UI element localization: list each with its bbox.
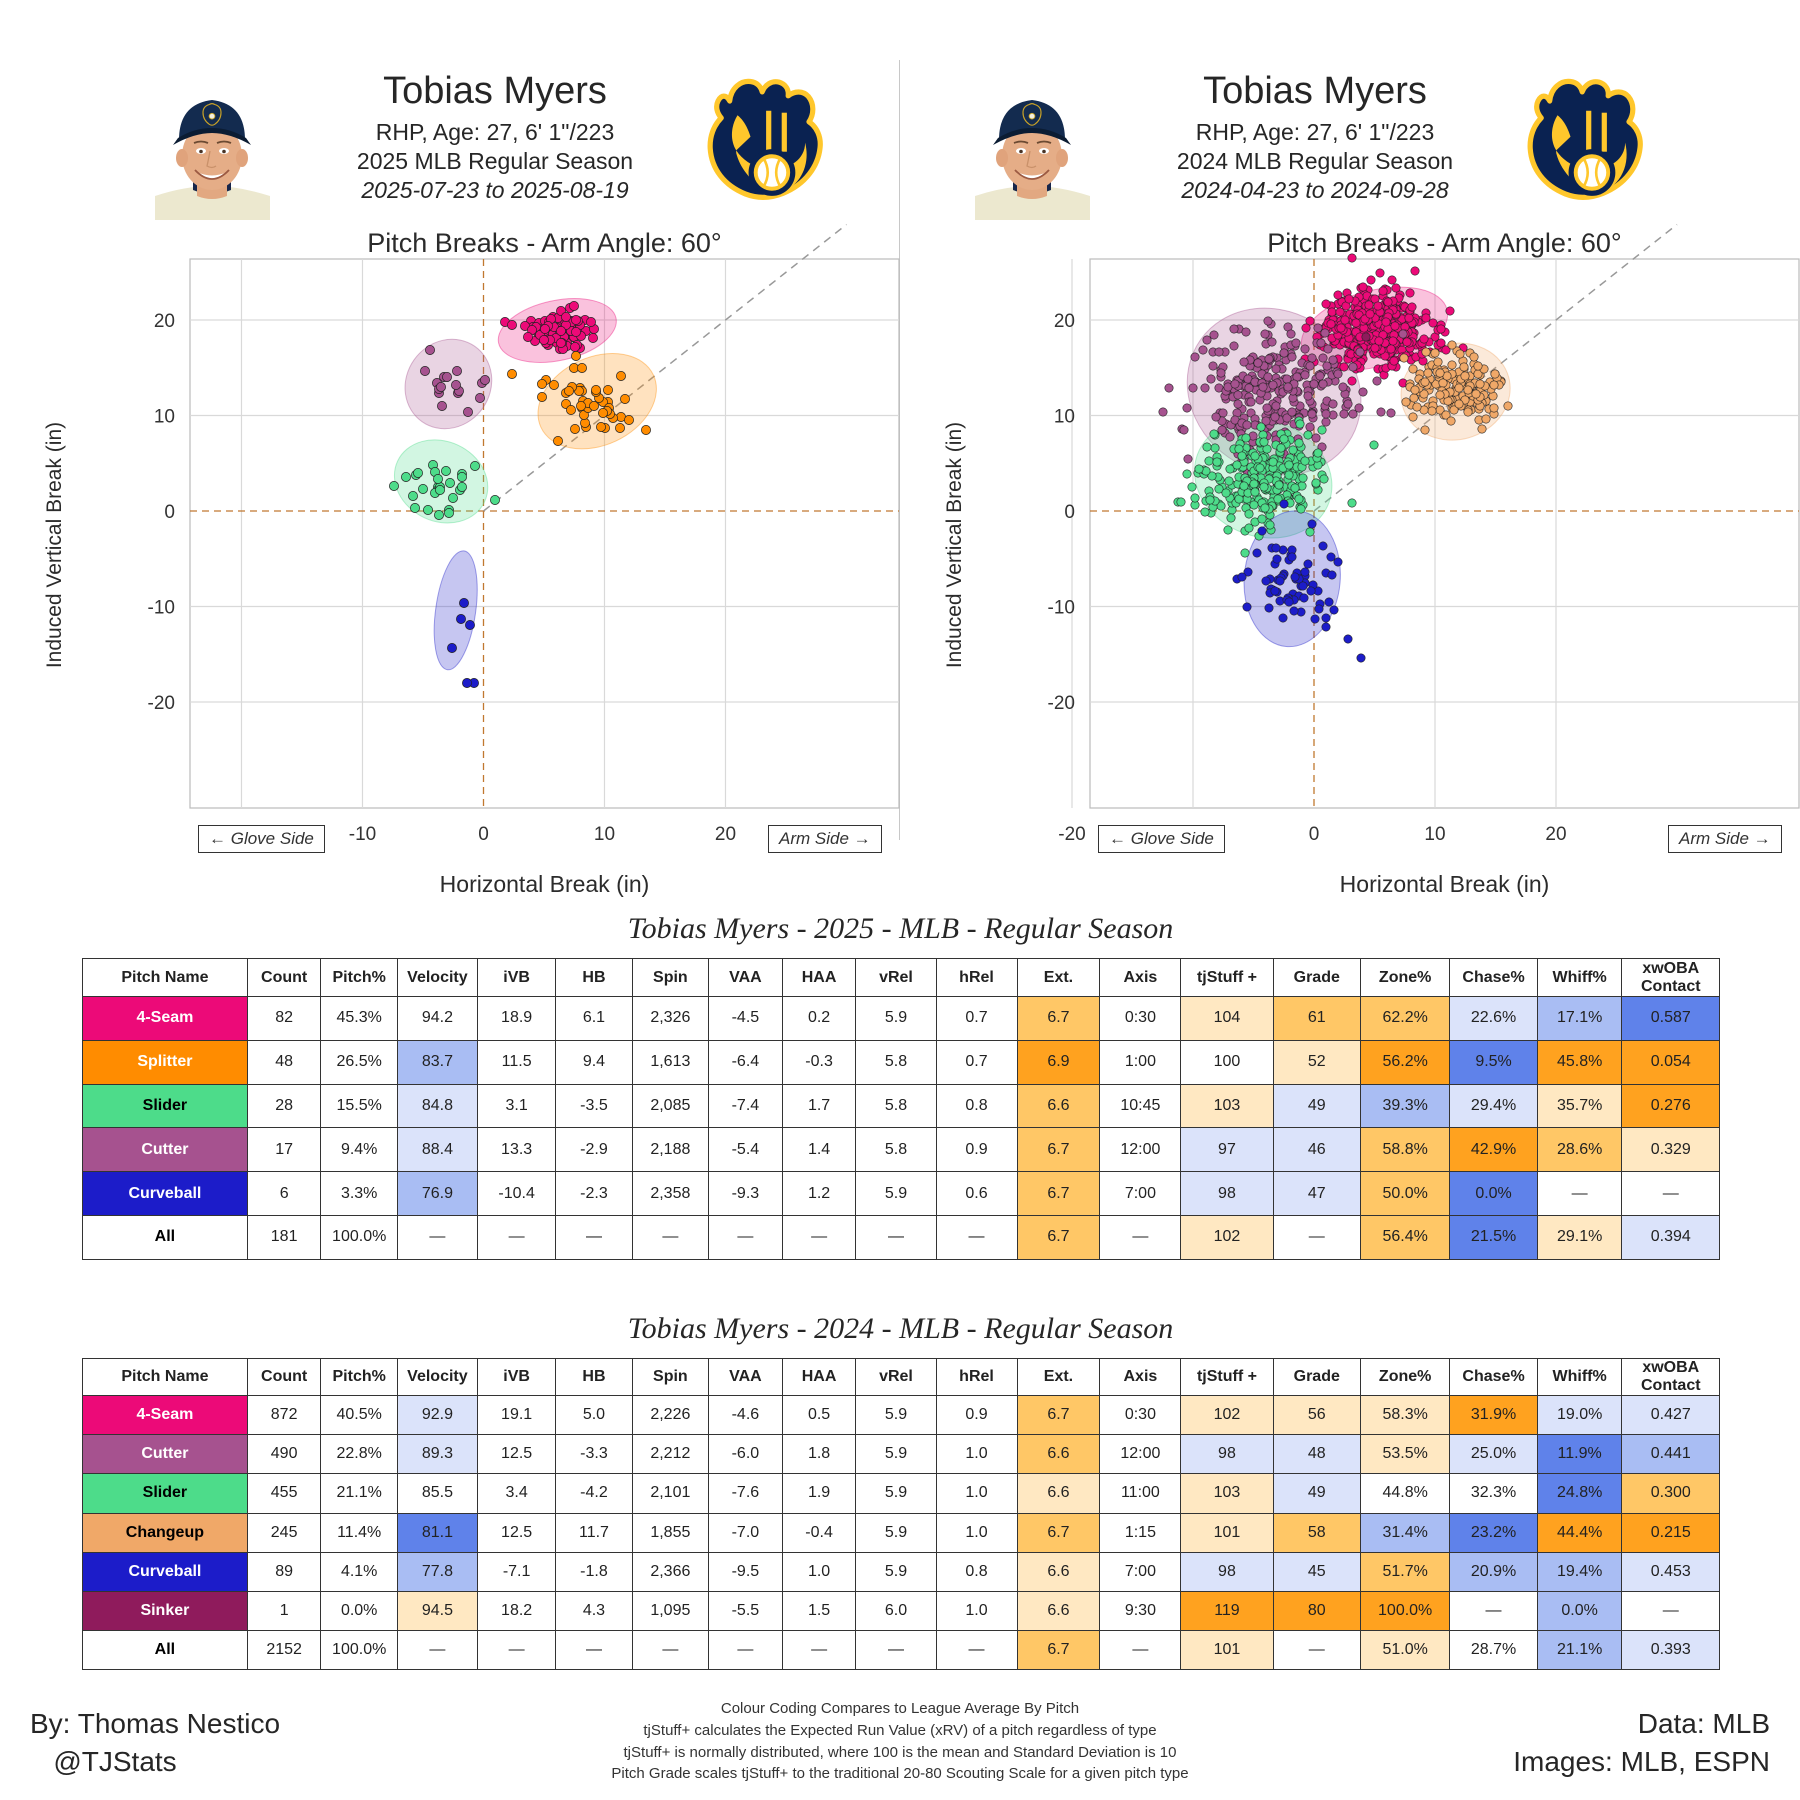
svg-text:-10: -10 <box>148 598 175 619</box>
svg-text:0: 0 <box>478 824 489 845</box>
svg-text:0: 0 <box>1064 502 1075 523</box>
svg-text:-20: -20 <box>1058 824 1085 845</box>
svg-text:20: 20 <box>154 311 175 332</box>
svg-text:10: 10 <box>154 407 175 428</box>
svg-text:20: 20 <box>715 824 736 845</box>
svg-text:-10: -10 <box>1048 598 1075 619</box>
svg-text:10: 10 <box>1424 824 1445 845</box>
svg-text:0: 0 <box>1309 824 1320 845</box>
svg-text:-20: -20 <box>148 693 175 714</box>
svg-text:0: 0 <box>164 502 175 523</box>
svg-text:-10: -10 <box>349 824 376 845</box>
svg-text:20: 20 <box>1054 311 1075 332</box>
svg-text:-20: -20 <box>1048 693 1075 714</box>
svg-text:20: 20 <box>1545 824 1566 845</box>
svg-text:10: 10 <box>594 824 615 845</box>
svg-text:10: 10 <box>1054 407 1075 428</box>
